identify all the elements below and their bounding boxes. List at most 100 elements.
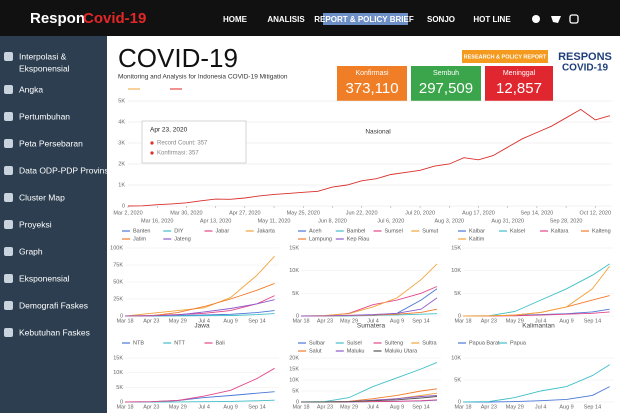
x-tick-label: Aug 17, 2020 [462, 210, 495, 216]
x-tick-label: Apr 27, 2020 [229, 210, 261, 216]
tooltip-dot [150, 151, 154, 155]
panel-title: Kalimantan [522, 323, 555, 330]
x-tick-label: Jul 4 [535, 318, 547, 324]
sidebar-icon [4, 85, 13, 94]
stat-label: Meninggal [503, 70, 536, 77]
x-tick-label: Aug 9 [559, 318, 573, 324]
legend-label: Sumsel [385, 228, 403, 234]
legend-label: Jatim [133, 236, 147, 242]
y-tick-label: 0 [120, 313, 123, 319]
report-button[interactable] [462, 50, 548, 63]
x-tick-label: Mar 18 [292, 318, 309, 324]
tooltip-line: Konfirmasi: 357 [157, 151, 199, 157]
logo-bottom: COVID-19 [562, 63, 609, 74]
sidebar-item[interactable]: Eksponensial [19, 273, 70, 283]
legend-label: Lampung [309, 236, 332, 242]
legend-label: Aceh [309, 228, 322, 234]
page-title: COVID-19 [118, 43, 238, 73]
x-tick-label: Apr 23 [317, 404, 333, 410]
x-tick-label: Apr 23 [143, 404, 159, 410]
data-line [124, 282, 275, 317]
sidebar-item[interactable]: Proyeksi [19, 219, 52, 229]
sidebar-item[interactable]: Peta Persebaran [19, 138, 83, 148]
sidebar-items: Interpolasi & Eksponensial Angka Pertumbuha… [4, 51, 111, 337]
data-line [300, 263, 438, 317]
nav-highlight [323, 13, 408, 25]
sidebar-item[interactable]: Interpolasi & [19, 51, 67, 61]
x-tick-label: May 25, 2020 [287, 210, 320, 216]
data-line [300, 286, 438, 317]
data-line [301, 396, 438, 403]
legend-label: DIY [174, 228, 184, 234]
sidebar-item[interactable]: Graph [19, 246, 43, 256]
y-tick-label: 0 [296, 399, 299, 405]
nav-link[interactable]: HOT LINE [473, 15, 511, 24]
legend-label: Sulsel [347, 340, 362, 346]
x-tick-label: Mar 18 [116, 404, 133, 410]
x-tick-label: Sep 14 [412, 404, 429, 410]
sidebar-item[interactable]: Kebutuhan Faskes [19, 327, 90, 337]
nav-link[interactable]: ANALISIS [267, 15, 305, 24]
legend-label: Jakarta [257, 228, 276, 234]
x-tick-label: May 29 [340, 404, 358, 410]
x-tick-label: Aug 31, 2020 [491, 218, 524, 224]
nav-bar [0, 0, 620, 36]
nav-link[interactable]: REPORT & POLICY BRIEF [314, 15, 414, 24]
page-subtitle: Monitoring and Analysis for Indonesia CO… [118, 74, 288, 81]
sidebar-icon [4, 328, 13, 337]
x-tick-label: Jul 4 [367, 404, 379, 410]
x-tick-label: Sep 14 [248, 404, 265, 410]
nav-link[interactable]: SONJO [427, 15, 455, 24]
instagram-icon[interactable] [569, 14, 579, 24]
brand-accent: Covid-19 [83, 10, 146, 27]
data-line [462, 364, 610, 403]
sidebar-item[interactable]: Angka [19, 84, 43, 94]
y-tick-label: 5K [116, 385, 123, 391]
sidebar-item[interactable]: Data ODP-PDP Provinsi [19, 165, 111, 175]
report-button-label[interactable]: RESEARCH & POLICY REPORT [464, 54, 547, 60]
sidebar-item[interactable]: Cluster Map [19, 192, 65, 202]
x-tick-label: Jul 4 [367, 318, 379, 324]
y-tick-label: 15K [451, 245, 461, 251]
sidebar-item[interactable]: Eksponensial [19, 63, 70, 73]
x-tick-label: Jul 4 [535, 404, 547, 410]
x-tick-label: Sep 28, 2020 [550, 218, 583, 224]
legend-label: Kalteng [592, 228, 611, 234]
y-tick-label: 10K [113, 370, 123, 376]
sidebar-item[interactable]: Pertumbuhan [19, 111, 70, 121]
logo-top: RESPONS [558, 51, 612, 63]
x-tick-label: Jul 20, 2020 [405, 210, 435, 216]
y-tick-label: 25K [113, 296, 123, 302]
y-tick-label: 15K [289, 366, 299, 372]
legend-label: Jabar [216, 228, 230, 234]
legend-label: Kep Riau [347, 236, 370, 242]
x-tick-label: May 11, 2020 [258, 218, 291, 224]
x-tick-label: May 29 [169, 318, 187, 324]
x-tick-label: Sep 14, 2020 [521, 210, 554, 216]
sidebar-item[interactable]: Demografi Faskes [19, 300, 88, 310]
legend-label: Kaltim [469, 236, 485, 242]
y-tick-label: 5K [292, 291, 299, 297]
x-tick-label: May 29 [506, 318, 524, 324]
sidebar-icon [4, 112, 13, 121]
facebook-icon[interactable] [532, 15, 540, 23]
legend-label: Jateng [174, 236, 191, 242]
x-tick-label: Sep 14 [584, 318, 601, 324]
x-tick-label: Aug 9 [390, 318, 404, 324]
x-tick-label: Aug 9 [559, 404, 573, 410]
y-tick-label: 2K [118, 161, 125, 167]
x-tick-label: Apr 13, 2020 [200, 218, 232, 224]
twitter-icon[interactable] [551, 16, 561, 23]
nav-link[interactable]: HOME [223, 15, 248, 24]
x-tick-label: Aug 9 [223, 404, 237, 410]
data-line [463, 386, 610, 403]
y-tick-label: 5K [454, 377, 461, 383]
x-tick-label: Jun 8, 2020 [318, 218, 347, 224]
stat-box [485, 66, 553, 101]
y-tick-label: 15K [113, 355, 123, 361]
stat-label: Konfirmasi [355, 70, 389, 77]
tooltip [141, 120, 247, 164]
data-line [300, 297, 438, 317]
sidebar-icon [4, 52, 13, 61]
